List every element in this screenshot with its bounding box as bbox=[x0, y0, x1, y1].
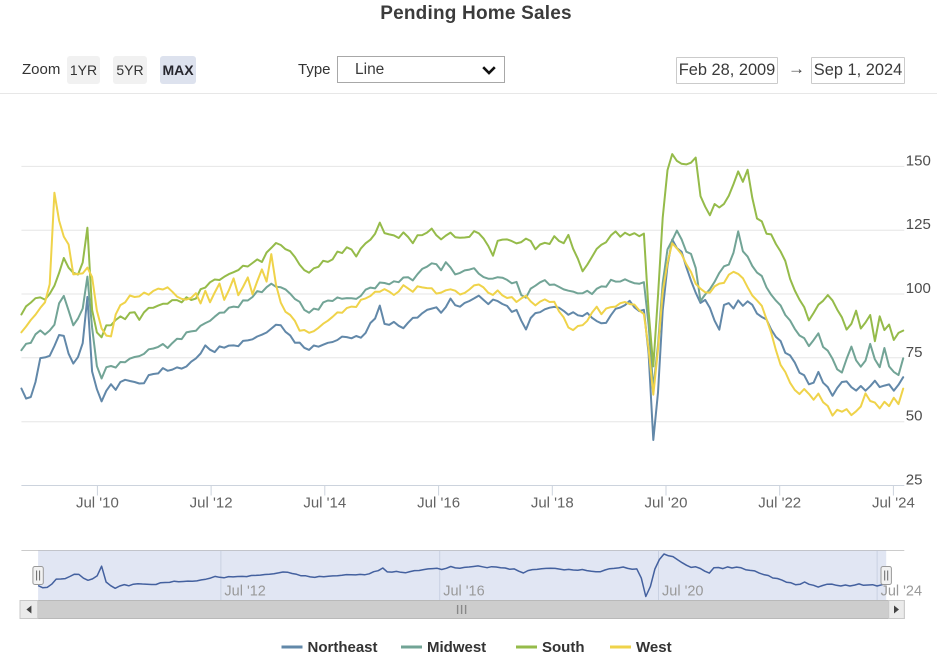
svg-text:Jul '20: Jul '20 bbox=[662, 584, 703, 600]
svg-text:Jul '16: Jul '16 bbox=[443, 584, 484, 600]
svg-text:South: South bbox=[542, 639, 585, 656]
svg-text:Northeast: Northeast bbox=[308, 639, 378, 656]
svg-text:Jul '24: Jul '24 bbox=[872, 495, 915, 512]
svg-text:Jul '14: Jul '14 bbox=[303, 495, 346, 512]
svg-text:75: 75 bbox=[906, 344, 923, 361]
svg-text:West: West bbox=[636, 639, 672, 656]
svg-text:Jul '24: Jul '24 bbox=[881, 584, 922, 600]
svg-text:50: 50 bbox=[906, 408, 923, 425]
svg-text:Jul '12: Jul '12 bbox=[224, 584, 265, 600]
svg-text:Jul '16: Jul '16 bbox=[417, 495, 460, 512]
svg-text:150: 150 bbox=[906, 152, 931, 169]
svg-text:125: 125 bbox=[906, 216, 931, 233]
svg-text:Jul '22: Jul '22 bbox=[758, 495, 801, 512]
svg-text:Jul '20: Jul '20 bbox=[645, 495, 688, 512]
svg-text:25: 25 bbox=[906, 472, 923, 489]
svg-text:Jul '10: Jul '10 bbox=[76, 495, 119, 512]
svg-text:Jul '12: Jul '12 bbox=[190, 495, 233, 512]
svg-text:Jul '18: Jul '18 bbox=[531, 495, 574, 512]
svg-text:100: 100 bbox=[906, 280, 931, 297]
svg-text:Midwest: Midwest bbox=[427, 639, 486, 656]
